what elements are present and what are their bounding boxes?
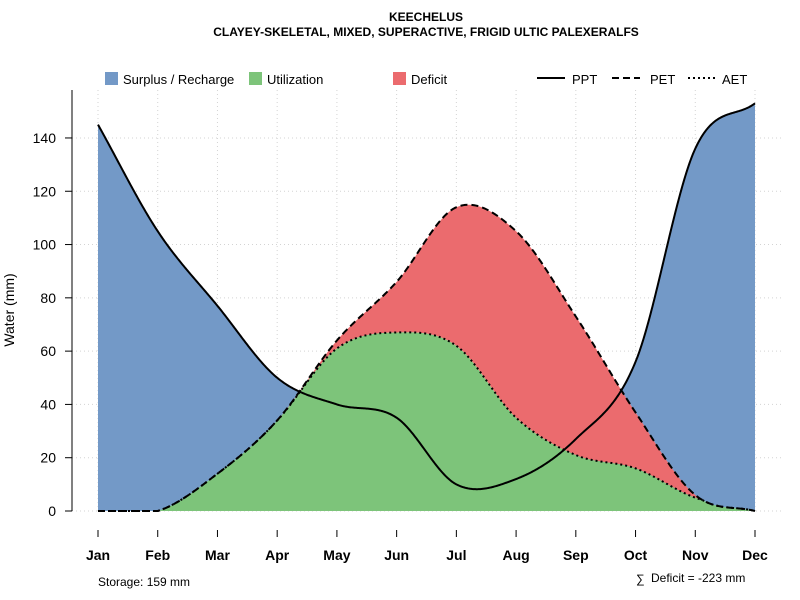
legend-label-surplus: Surplus / Recharge	[123, 72, 234, 87]
area-fills	[98, 103, 755, 511]
y-tick-label: 140	[33, 130, 57, 146]
x-tick-label: Apr	[265, 547, 290, 563]
series-line-ppt	[97, 102, 756, 491]
deficit-sum-icon: ∑	[636, 572, 645, 586]
legend-swatch-utilization	[249, 72, 262, 85]
x-tick-label: Jan	[86, 547, 110, 563]
x-tick-label: Jul	[446, 547, 466, 563]
legend-swatch-deficit	[393, 72, 406, 85]
chart-title: KEECHELUS	[389, 10, 463, 24]
x-tick-label: Jun	[384, 547, 409, 563]
y-axis-label: Water (mm)	[1, 273, 17, 346]
storage-annotation: Storage: 159 mm	[98, 575, 190, 589]
chart-subtitle: CLAYEY-SKELETAL, MIXED, SUPERACTIVE, FRI…	[213, 25, 639, 39]
series-lines	[97, 102, 756, 512]
legend-label-ppt: PPT	[572, 72, 597, 87]
y-tick-label: 120	[33, 183, 57, 199]
x-tick-label: May	[323, 547, 350, 563]
y-tick-label: 100	[33, 237, 57, 253]
series-line-aet	[98, 331, 756, 512]
x-tick-label: Mar	[205, 547, 230, 563]
x-tick-label: Oct	[624, 547, 648, 563]
x-tick-label: Nov	[682, 547, 709, 563]
series-line-pet	[98, 203, 756, 512]
y-tick-label: 60	[40, 343, 56, 359]
legend-label-pet: PET	[650, 72, 675, 87]
y-tick-label: 80	[40, 290, 56, 306]
y-tick-label: 0	[48, 503, 56, 519]
surplus-area	[98, 103, 755, 511]
deficit-annotation: Deficit = -223 mm	[651, 571, 745, 585]
legend-label-utilization: Utilization	[267, 72, 323, 87]
legend: Surplus / Recharge Utilization Deficit P…	[105, 72, 747, 87]
x-tick-label: Dec	[742, 547, 768, 563]
x-tick-label: Feb	[145, 547, 170, 563]
y-tick-label: 40	[40, 396, 56, 412]
y-tick-label: 20	[40, 450, 56, 466]
legend-swatch-surplus	[105, 72, 118, 85]
legend-label-aet: AET	[722, 72, 747, 87]
legend-label-deficit: Deficit	[411, 72, 448, 87]
x-tick-label: Sep	[563, 547, 589, 563]
utilization-area	[98, 332, 755, 511]
x-tick-label: Aug	[502, 547, 529, 563]
deficit-area	[98, 204, 755, 511]
axes: 0 20 40 60 80 100 120 140 Jan Feb Mar Apr May Jun Jul A…	[33, 90, 768, 563]
